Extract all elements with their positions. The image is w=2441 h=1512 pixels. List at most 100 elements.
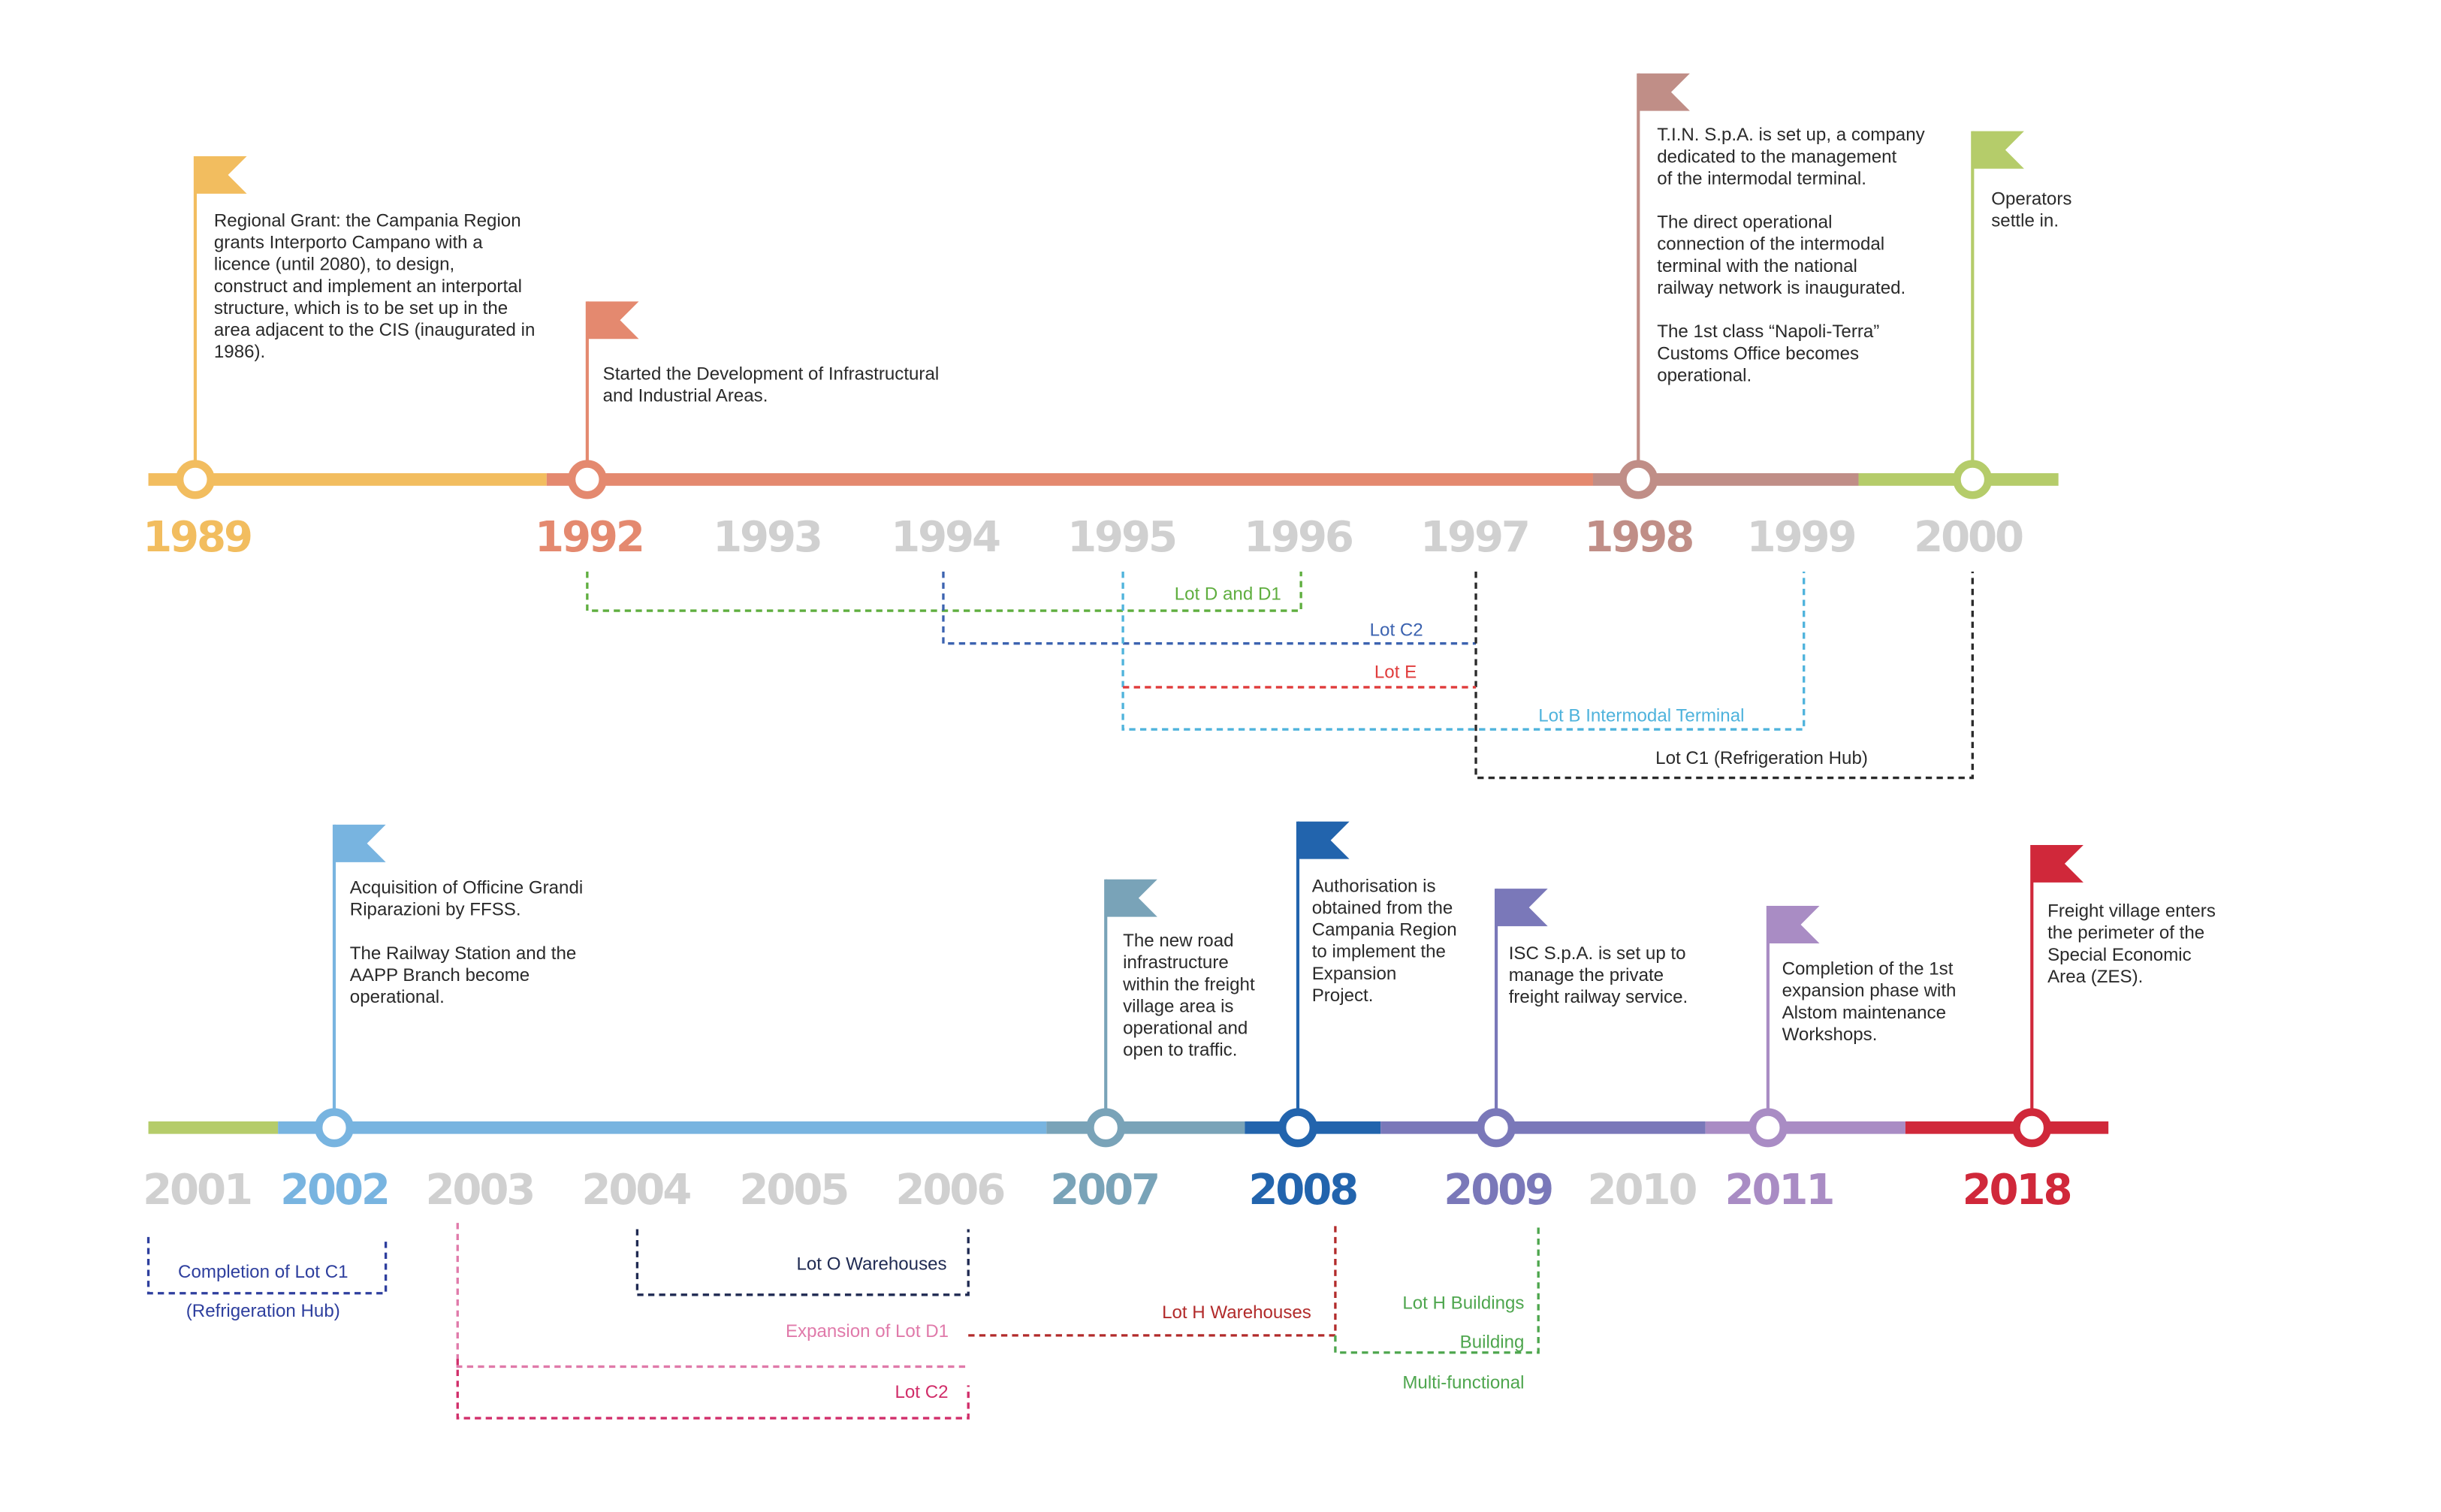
- text-line: of the intermodal terminal.: [1657, 168, 1866, 189]
- text-line: settle in.: [1991, 210, 2059, 231]
- text-line: Workshops.: [1782, 1025, 1878, 1046]
- year-1994: 1994: [891, 514, 1001, 563]
- text-line: the perimeter of the: [2047, 922, 2205, 943]
- text-line: Campania Region: [1311, 919, 1457, 940]
- year-2007: 2007: [1050, 1166, 1160, 1215]
- lot-c1-refrigeration-label: Lot C1 (Refrigeration Hub): [1655, 748, 1868, 769]
- year-1995: 1995: [1067, 514, 1178, 563]
- marker-1989: [175, 460, 215, 499]
- text-line: and Industrial Areas.: [602, 385, 768, 406]
- text-line: area adjacent to the CIS (inaugurated in: [213, 320, 536, 341]
- text-line: licence (until 2080), to design,: [213, 254, 455, 275]
- lot-c1-completion-label: Completion of Lot C1 (Refrigeration Hub): [178, 1243, 348, 1341]
- year-2008: 2008: [1248, 1166, 1359, 1215]
- text-line: Alstom maintenance: [1782, 1002, 1947, 1024]
- year-2002: 2002: [280, 1166, 391, 1215]
- year-1989: 1989: [143, 514, 253, 563]
- text-line: Authorisation is: [1311, 876, 1436, 897]
- lot-h-buildings-label: Lot H Buildings Building Multi-functional: [1387, 1275, 1525, 1413]
- text-line: Freight village enters: [2047, 901, 2216, 922]
- text-line: operational.: [349, 987, 445, 1008]
- year-2000: 2000: [1914, 514, 2024, 563]
- event-2007: The new road infrastructure within the fre…: [1123, 931, 1255, 1062]
- event-2009: ISC S.p.A. is set up to manage the privat…: [1509, 943, 1688, 1009]
- event-1989: Regional Grant: the Campania Region grant…: [214, 211, 536, 364]
- event-2018: Freight village enters the perimeter of t…: [2047, 901, 2216, 988]
- year-2001: 2001: [143, 1166, 253, 1215]
- text-line: manage the private: [1508, 965, 1664, 986]
- text-line: The new road: [1123, 931, 1234, 952]
- flag-2011-banner: [1767, 906, 1820, 943]
- text-line: (Refrigeration Hub): [186, 1301, 340, 1322]
- text-line: The direct operational: [1657, 212, 1833, 233]
- event-2000: Operators settle in.: [1991, 189, 2071, 233]
- text-line: dedicated to the management: [1657, 146, 1897, 167]
- event-2002-station: The Railway Station and the AAPP Branch b…: [350, 943, 583, 1009]
- text-line: The Railway Station and the: [349, 943, 577, 964]
- year-2010: 2010: [1587, 1166, 1698, 1215]
- lot-o-warehouses-label: Lot O Warehouses: [796, 1254, 947, 1275]
- event-1998-customs: The 1st class “Napoli-Terra” Customs Offi…: [1657, 321, 1924, 387]
- year-1999: 1999: [1746, 514, 1857, 563]
- lot-c2-bottom-label: Lot C2: [895, 1382, 949, 1403]
- year-1993: 1993: [713, 514, 823, 563]
- year-1996: 1996: [1244, 514, 1354, 563]
- year-1998: 1998: [1584, 514, 1694, 563]
- text-line: to implement the: [1311, 941, 1446, 962]
- bracket-lot-c2: [942, 572, 1477, 645]
- text-line: Project.: [1311, 985, 1374, 1006]
- text-line: obtained from the: [1311, 898, 1453, 919]
- text-line: Operators: [1991, 189, 2072, 210]
- event-1998-rail: The direct operational connection of the …: [1657, 213, 1924, 300]
- lot-h-warehouses-label: Lot H Warehouses: [1162, 1302, 1311, 1323]
- year-2018: 2018: [1962, 1166, 2073, 1215]
- text-line: expansion phase with: [1782, 980, 1957, 1001]
- flag-2009-banner: [1496, 889, 1548, 927]
- text-line: Expansion: [1311, 963, 1397, 985]
- text-line: within the freight: [1123, 974, 1255, 995]
- marker-2007: [1086, 1108, 1126, 1148]
- flag-2000-banner: [1972, 131, 2024, 169]
- event-2002-ogr: Acquisition of Officine Grandi Riparazion…: [350, 878, 583, 922]
- flag-2018-banner: [2032, 844, 2083, 883]
- lot-e-label: Lot E: [1374, 662, 1417, 683]
- text-line: Regional Grant: the Campania Region: [213, 210, 521, 231]
- flag-2008-banner: [1297, 821, 1350, 859]
- marker-2002: [314, 1108, 354, 1148]
- text-line: connection of the intermodal: [1657, 234, 1885, 255]
- text-line: Started the Development of Infrastructur…: [602, 364, 940, 385]
- event-1998-tin: T.I.N. S.p.A. is set up, a company dedica…: [1657, 125, 1924, 190]
- text-line: Riparazioni by FFSS.: [349, 899, 521, 920]
- bracket-lot-d1-expansion: [456, 1223, 969, 1369]
- lot-d1-expansion-label: Expansion of Lot D1: [785, 1321, 949, 1342]
- event-1992: Started the Development of Infrastructur…: [603, 364, 940, 408]
- text-line: Building: [1459, 1332, 1525, 1354]
- year-2004: 2004: [581, 1166, 692, 1215]
- flag-2002-banner: [333, 824, 386, 862]
- marker-2011: [1748, 1108, 1788, 1148]
- flag-1989-banner: [195, 155, 247, 194]
- year-2006: 2006: [895, 1166, 1006, 1215]
- year-2011: 2011: [1724, 1166, 1836, 1215]
- text-line: operational and: [1123, 1018, 1248, 1039]
- year-2005: 2005: [739, 1166, 849, 1215]
- year-2009: 2009: [1444, 1166, 1554, 1215]
- year-2003: 2003: [425, 1166, 536, 1215]
- event-2002: Acquisition of Officine Grandi Riparazion…: [350, 878, 583, 1010]
- text-line: operational.: [1657, 365, 1752, 386]
- flag-1992-banner: [587, 301, 639, 340]
- text-line: open to traffic.: [1123, 1040, 1238, 1061]
- text-line: Completion of the 1st: [1782, 958, 1954, 979]
- text-line: ISC S.p.A. is set up to: [1508, 943, 1686, 964]
- year-1992: 1992: [535, 514, 645, 563]
- text-line: village area is: [1123, 996, 1234, 1017]
- marker-2008: [1278, 1108, 1317, 1148]
- marker-2009: [1477, 1108, 1516, 1148]
- text-line: freight railway service.: [1508, 987, 1688, 1008]
- text-line: Lot H Buildings: [1402, 1292, 1525, 1313]
- text-line: structure, which is to be set up in the: [213, 298, 508, 319]
- bracket-lot-h-buildings: [1334, 1223, 1540, 1354]
- marker-2018: [2012, 1108, 2052, 1148]
- text-line: Customs Office becomes: [1657, 343, 1860, 364]
